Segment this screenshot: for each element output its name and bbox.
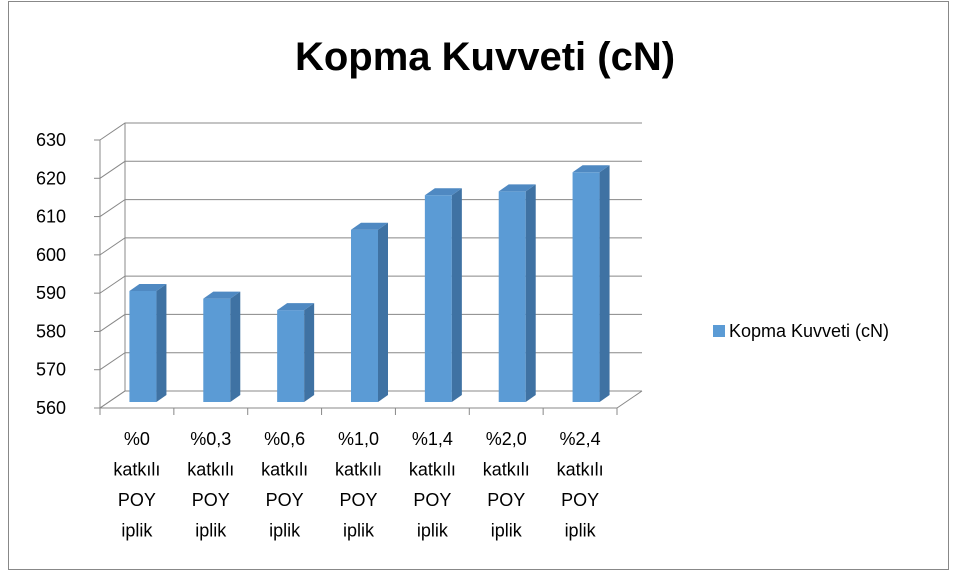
y-tick-label: 600 (36, 245, 66, 265)
bar (203, 291, 241, 402)
bar (424, 188, 462, 402)
bar-top (351, 222, 388, 230)
bar-top (424, 188, 462, 196)
x-tick-label: %2,4 katkılı POY iplik (557, 429, 604, 541)
x-tick-label-line: POY (266, 490, 304, 510)
bar-front (424, 195, 452, 402)
x-tick-label: %1,0 katkılı POY iplik (335, 429, 382, 541)
x-tick-label-line: iplik (195, 521, 227, 541)
x-tick-label-line: katkılı (335, 460, 382, 480)
bar-front (351, 229, 378, 402)
bar-side (230, 291, 241, 402)
bar-top (498, 184, 536, 192)
x-tick-label-line: POY (561, 490, 599, 510)
legend-swatch (713, 325, 725, 337)
y-tick-label: 590 (36, 283, 66, 303)
chart-title: Kopma Kuvveti (cN) (295, 35, 675, 79)
bar-side (525, 184, 536, 402)
x-tick-label: %0,3 katkılı POY iplik (187, 429, 234, 541)
bar-front (277, 310, 305, 402)
x-tick-label-line: katkılı (113, 460, 160, 480)
grid-line (99, 313, 642, 332)
y-tick-label: 630 (36, 130, 66, 150)
x-tick-label-line: %0,6 (264, 429, 305, 449)
bar-top (129, 283, 167, 291)
bar-front (129, 290, 157, 402)
grid-line (99, 160, 642, 179)
x-tick-label-line: iplik (121, 521, 153, 541)
grid-line (99, 352, 642, 371)
x-tick-label-line: iplik (343, 521, 375, 541)
bar-front (498, 191, 526, 402)
x-tick-label-line: %0 (124, 429, 150, 449)
x-tick-label-line: katkılı (483, 460, 530, 480)
x-tick-label: %0 katkılı POY iplik (113, 429, 160, 541)
y-tick-label: 560 (36, 398, 66, 418)
x-tick-label: %0,6 katkılı POY iplik (261, 429, 308, 541)
bar (498, 184, 536, 402)
x-tick-label-line: katkılı (261, 460, 308, 480)
bar-side (451, 188, 462, 402)
x-tick-label-line: iplik (417, 521, 449, 541)
bar-top (277, 303, 315, 311)
x-tick-label-line: %1,4 (412, 429, 453, 449)
x-tick-label-line: %1,0 (338, 429, 379, 449)
grid-line (99, 237, 642, 256)
y-tick-label: 580 (36, 321, 66, 341)
x-tick-label-line: iplik (491, 521, 523, 541)
grid-line (99, 199, 642, 217)
bar (277, 303, 315, 402)
bar-top (203, 291, 241, 299)
x-tick-label-line: %2,0 (486, 429, 527, 449)
x-tick-label-line: POY (118, 490, 156, 510)
bar-front (572, 172, 600, 402)
x-tick-label-line: katkılı (557, 460, 604, 480)
x-tick-label-line: katkılı (187, 460, 234, 480)
y-tick-label: 570 (36, 360, 66, 380)
x-tick-label-line: iplik (269, 521, 301, 541)
x-tick-label: %2,0 katkılı POY iplik (483, 429, 530, 541)
bar-side (599, 165, 610, 402)
x-tick-label-line: POY (339, 490, 377, 510)
bar-front (203, 298, 231, 402)
x-tick-label: %1,4 katkılı POY iplik (409, 429, 456, 541)
x-tick-label-line: %0,3 (190, 429, 231, 449)
x-tick-label-line: %2,4 (560, 429, 601, 449)
bar (572, 165, 610, 402)
x-tick-label-line: POY (487, 490, 525, 510)
bar-top (572, 165, 610, 173)
bar (129, 283, 167, 402)
grid-line (99, 275, 642, 294)
x-tick-label-line: POY (413, 490, 451, 510)
grid-line (99, 390, 642, 409)
x-tick-label-line: katkılı (409, 460, 456, 480)
bar (351, 222, 388, 402)
x-tick-label-line: POY (192, 490, 230, 510)
bar-side (156, 283, 167, 402)
bar-side (304, 303, 315, 402)
grid-line (99, 122, 642, 141)
y-tick-label: 610 (36, 207, 66, 227)
y-tick-label: 620 (36, 168, 66, 188)
bar-side (378, 222, 388, 402)
x-tick-label-line: iplik (565, 521, 597, 541)
legend-label: Kopma Kuvveti (cN) (729, 321, 889, 341)
